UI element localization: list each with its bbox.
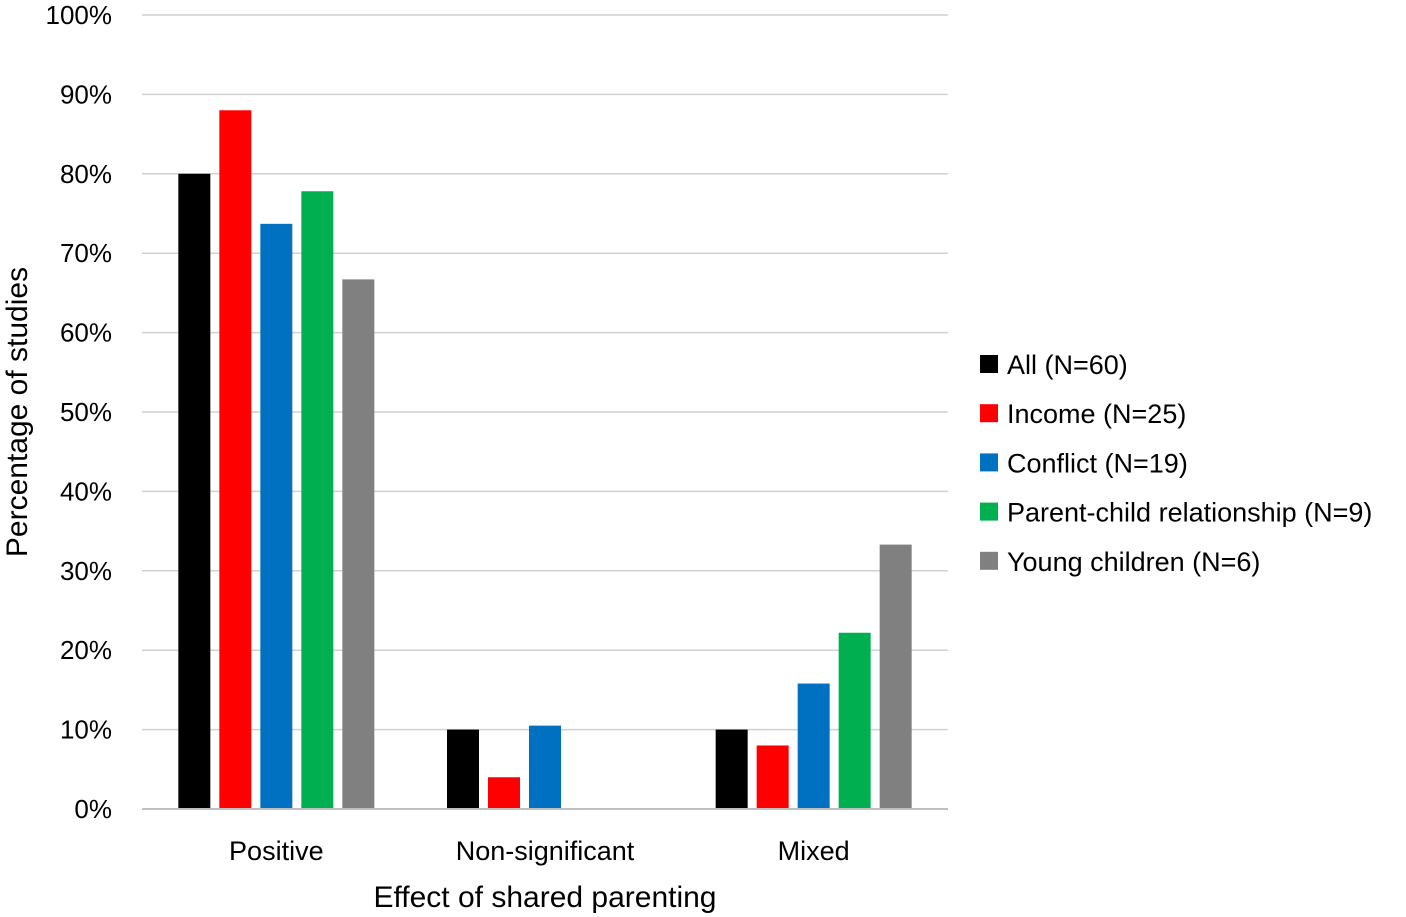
bar-income-non-significant bbox=[488, 777, 520, 809]
y-tick-label: 100% bbox=[46, 0, 113, 30]
legend-swatch bbox=[980, 355, 998, 373]
bar-young-positive bbox=[342, 279, 375, 810]
y-tick-label: 30% bbox=[60, 556, 112, 586]
bars bbox=[178, 110, 912, 810]
bar-young-mixed bbox=[879, 544, 912, 809]
y-tick-label: 90% bbox=[60, 79, 112, 109]
bar-all-positive bbox=[178, 173, 211, 810]
y-tick-label: 0% bbox=[74, 794, 112, 824]
bar-parent-child-mixed bbox=[838, 632, 871, 809]
legend-swatch bbox=[980, 551, 998, 570]
bar-conflict-mixed bbox=[797, 683, 830, 809]
y-axis-ticks: 0% 10% 20% 30% 40% 50% 60% 70% 80% 90% 100% bbox=[46, 0, 113, 824]
legend-swatch bbox=[980, 404, 998, 423]
legend-label: Income (N=25) bbox=[1007, 399, 1186, 429]
bar-conflict-non-significant bbox=[529, 725, 561, 809]
x-axis-title: Effect of shared parenting bbox=[373, 881, 716, 914]
y-tick-label: 80% bbox=[60, 159, 112, 189]
bar-all-mixed bbox=[715, 729, 748, 809]
x-category-label: Positive bbox=[229, 836, 324, 866]
legend: All (N=60) Income (N=25) Conflict (N=19) Pa… bbox=[980, 350, 1372, 577]
legend-label: Young children (N=6) bbox=[1007, 547, 1260, 577]
x-axis-categories: Positive Non-significant Mixed bbox=[229, 836, 850, 866]
y-tick-label: 10% bbox=[60, 715, 112, 745]
bar-conflict-positive bbox=[260, 223, 293, 809]
bar-all-non-significant bbox=[447, 729, 479, 809]
bar-income-mixed bbox=[756, 745, 789, 809]
legend-label: Parent-child relationship (N=9) bbox=[1007, 498, 1372, 528]
legend-swatch bbox=[980, 502, 998, 521]
y-tick-label: 70% bbox=[60, 238, 112, 268]
y-axis-title: Percentage of studies bbox=[1, 267, 34, 557]
legend-label: All (N=60) bbox=[1007, 350, 1128, 380]
y-tick-label: 20% bbox=[60, 635, 112, 665]
legend-label: Conflict (N=19) bbox=[1007, 448, 1188, 478]
y-tick-label: 60% bbox=[60, 318, 112, 348]
x-category-label: Mixed bbox=[778, 836, 850, 866]
bar-income-positive bbox=[219, 110, 252, 809]
x-category-label: Non-significant bbox=[456, 836, 635, 866]
bar-parent-child-positive bbox=[301, 191, 334, 809]
y-tick-label: 50% bbox=[60, 397, 112, 427]
legend-swatch bbox=[980, 453, 998, 472]
y-tick-label: 40% bbox=[60, 476, 112, 506]
